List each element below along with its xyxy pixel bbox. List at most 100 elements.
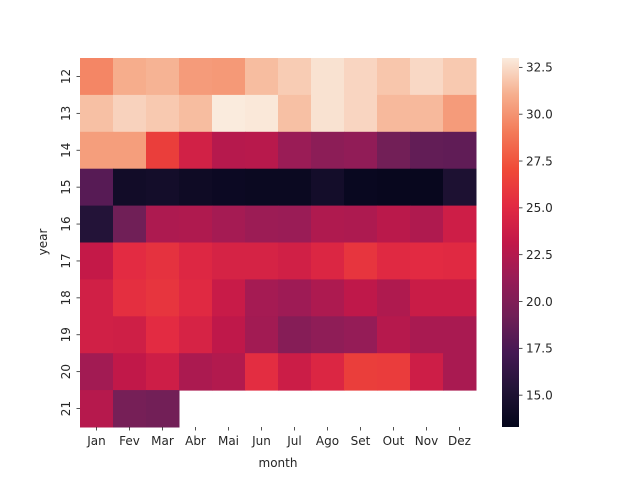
heatmap-cell — [443, 94, 477, 133]
heatmap-cell — [278, 279, 312, 317]
heatmap-cell — [113, 279, 147, 317]
heatmap-cell — [410, 316, 444, 354]
heatmap-cell — [311, 94, 345, 133]
heatmap-cell — [311, 205, 345, 243]
heatmap-cell — [410, 242, 444, 280]
heatmap-cell — [278, 168, 312, 207]
heatmap-cell — [443, 316, 477, 354]
x-tick-label: Jan — [86, 434, 106, 448]
heatmap-cell — [245, 131, 279, 170]
heatmap-cell — [146, 205, 180, 243]
heatmap-cell — [113, 390, 147, 428]
colorbar-tick-label: 15.0 — [526, 388, 553, 402]
heatmap-cell — [245, 58, 279, 96]
x-tick-label: Abr — [185, 434, 206, 448]
heatmap-cell — [245, 316, 279, 354]
y-tick-label: 15 — [59, 180, 73, 195]
y-tick-label: 20 — [59, 364, 73, 379]
heatmap-cell — [80, 168, 114, 207]
heatmap-cell — [278, 131, 312, 170]
heatmap-cell — [278, 58, 312, 96]
heatmap-cell — [344, 279, 378, 317]
heatmap-cell — [344, 131, 378, 170]
heatmap-cell — [146, 168, 180, 207]
heatmap-cell — [146, 353, 180, 391]
heatmap-cell — [377, 242, 411, 280]
heatmap-cell — [80, 205, 114, 243]
heatmap-cell — [344, 242, 378, 280]
heatmap-cell — [245, 279, 279, 317]
heatmap-cell — [377, 205, 411, 243]
colorbar-tick-label: 25.0 — [526, 201, 553, 215]
y-tick-label: 16 — [59, 216, 73, 231]
heatmap-cell — [80, 94, 114, 133]
heatmap-cell — [245, 168, 279, 207]
heatmap-cell — [146, 58, 180, 96]
heatmap-cell — [245, 205, 279, 243]
heatmap-cell — [146, 390, 180, 428]
heatmap-cell — [113, 353, 147, 391]
x-tick-label: Nov — [415, 434, 438, 448]
heatmap-cell — [443, 205, 477, 243]
heatmap-cell — [212, 58, 246, 96]
y-tick-label: 21 — [59, 401, 73, 416]
heatmap-cell — [443, 353, 477, 391]
heatmap-cell — [410, 168, 444, 207]
heatmap-cell — [113, 58, 147, 96]
heatmap-cell — [80, 390, 114, 428]
heatmap-cell — [410, 279, 444, 317]
heatmap-cell — [80, 58, 114, 96]
y-tick-label: 18 — [59, 290, 73, 305]
y-tick-label: 13 — [59, 106, 73, 121]
heatmap-cell — [212, 316, 246, 354]
heatmap-cell — [179, 168, 213, 207]
heatmap-cell — [311, 242, 345, 280]
heatmap-cell — [146, 316, 180, 354]
heatmap-cell — [278, 205, 312, 243]
heatmap-cell — [212, 353, 246, 391]
x-tick-label: Mai — [218, 434, 239, 448]
colorbar-gradient — [502, 58, 519, 427]
colorbar-tick-label: 17.5 — [526, 342, 553, 356]
x-tick-label: Fev — [119, 434, 140, 448]
heatmap-cell — [344, 168, 378, 207]
y-tick-label: 12 — [59, 69, 73, 84]
heatmap-cell — [377, 58, 411, 96]
x-tick-label: Mar — [151, 434, 174, 448]
heatmap-cell — [113, 168, 147, 207]
heatmap-cell — [146, 94, 180, 133]
heatmap-cell — [113, 316, 147, 354]
heatmap-cell — [311, 353, 345, 391]
heatmap-cell — [245, 353, 279, 391]
heatmap-cell — [311, 131, 345, 170]
colorbar-ticks: 15.0 17.5 20.0 22.5 25.0 27.5 30.0 32.5 — [519, 61, 553, 402]
heatmap-cell — [377, 353, 411, 391]
heatmap-cell — [212, 205, 246, 243]
heatmap-cell — [80, 353, 114, 391]
heatmap-cell — [311, 316, 345, 354]
x-axis-label: month — [259, 456, 298, 470]
heatmap-cell — [80, 131, 114, 170]
heatmap-cell — [344, 58, 378, 96]
heatmap-cell — [344, 353, 378, 391]
x-tick-label: Set — [351, 434, 371, 448]
heatmap-cell — [179, 242, 213, 280]
y-tick-label: 17 — [59, 253, 73, 268]
colorbar-tick-label: 30.0 — [526, 107, 553, 121]
heatmap-cell — [212, 279, 246, 317]
heatmap-cell — [344, 316, 378, 354]
heatmap-cell — [278, 94, 312, 133]
heatmap-cell — [344, 205, 378, 243]
heatmap-cell — [377, 94, 411, 133]
y-tick-label: 14 — [59, 143, 73, 158]
heatmap-cell — [410, 205, 444, 243]
heatmap-cell — [80, 242, 114, 280]
heatmap-cell — [212, 168, 246, 207]
colorbar-tick-label: 32.5 — [526, 61, 553, 75]
heatmap-cell — [179, 205, 213, 243]
heatmap-cell — [146, 242, 180, 280]
heatmap-cell — [179, 94, 213, 133]
heatmap-cell — [80, 279, 114, 317]
y-axis-ticks: 12 13 14 15 16 17 18 19 20 21 — [59, 69, 80, 416]
